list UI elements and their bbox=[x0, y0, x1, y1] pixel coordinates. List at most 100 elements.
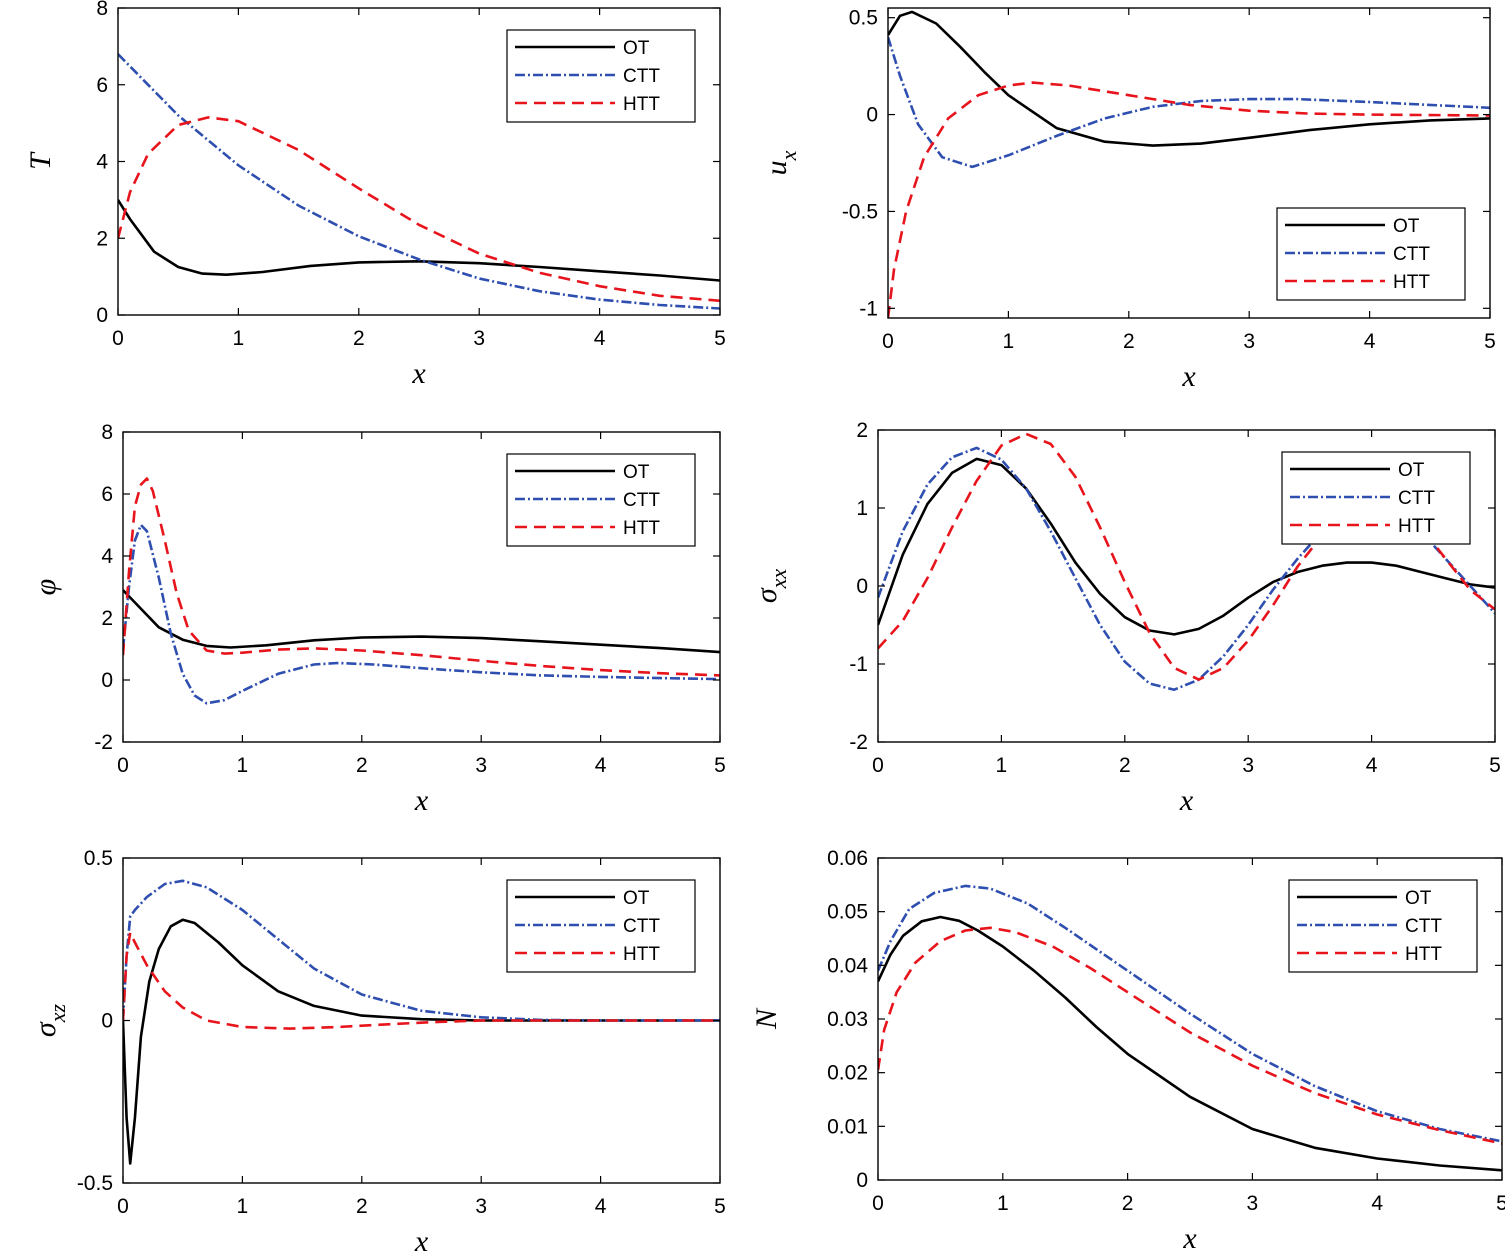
y-tick-label: 2 bbox=[101, 607, 113, 630]
y-tick-label: -2 bbox=[94, 731, 113, 754]
y-tick-label: 0.5 bbox=[84, 847, 113, 870]
y-tick-label: -2 bbox=[849, 731, 868, 754]
legend-label-OT: OT bbox=[623, 888, 650, 909]
x-tick-label: 1 bbox=[1003, 330, 1015, 353]
x-tick-label: 1 bbox=[233, 327, 245, 350]
y-tick-label: 4 bbox=[101, 545, 113, 568]
y-tick-label: -0.5 bbox=[842, 200, 878, 223]
legend-label-OT: OT bbox=[1398, 460, 1425, 481]
y-tick-label: 0.02 bbox=[827, 1062, 868, 1085]
subplot-T: 0 1 2 3 4 5 0 2 4 6 8 x T OT CTT HTT bbox=[24, 0, 726, 390]
series-N-HTT bbox=[878, 926, 1502, 1145]
x-tick-label: 3 bbox=[1242, 754, 1254, 777]
legend-label-HTT: HTT bbox=[623, 518, 660, 539]
x-tick-label: 2 bbox=[1123, 330, 1135, 353]
x-tick-label: 4 bbox=[594, 327, 606, 350]
series-phi-OT bbox=[123, 589, 720, 654]
x-tick-label: 1 bbox=[237, 754, 249, 777]
x-tick-label: 5 bbox=[1489, 754, 1501, 777]
x-tick-label: 0 bbox=[117, 1195, 129, 1218]
y-tick-label: 0.03 bbox=[827, 1008, 868, 1031]
subplot-u_x: 0 1 2 3 4 5 -1 -0.5 0 0.5 x ux OT CTT HTT bbox=[760, 7, 1496, 393]
series-phi-HTT bbox=[123, 477, 720, 677]
series-u_x-OT bbox=[888, 10, 1490, 147]
legend-label-HTT: HTT bbox=[1393, 272, 1430, 293]
series-T-HTT bbox=[118, 116, 720, 303]
series-T-CTT bbox=[118, 53, 720, 310]
x-tick-label: 4 bbox=[595, 754, 607, 777]
plot-frame bbox=[122, 431, 721, 743]
legend: OT CTT HTT bbox=[506, 879, 696, 973]
y-tick-label: 6 bbox=[101, 483, 113, 506]
x-tick-label: 3 bbox=[1247, 1192, 1259, 1215]
x-tick-label: 2 bbox=[353, 327, 365, 350]
legend-label-CTT: CTT bbox=[1405, 916, 1442, 937]
x-tick-label: 4 bbox=[1364, 330, 1376, 353]
x-tick-label: 2 bbox=[356, 1195, 368, 1218]
series-u_x-CTT bbox=[888, 36, 1490, 169]
y-tick-label: 0 bbox=[96, 304, 108, 327]
y-axis-label: σxz bbox=[29, 1004, 70, 1038]
x-tick-label: 0 bbox=[882, 330, 894, 353]
y-axis-label: N bbox=[750, 1007, 783, 1030]
x-tick-label: 1 bbox=[237, 1195, 249, 1218]
y-tick-label: 4 bbox=[96, 151, 108, 174]
subplot-sigma_xx: 0 1 2 3 4 5 -2 -1 0 1 2 x σxx OT CTT HTT bbox=[750, 419, 1501, 817]
legend-label-CTT: CTT bbox=[623, 916, 660, 937]
y-tick-label: 1 bbox=[856, 497, 868, 520]
x-axis-label: x bbox=[414, 784, 429, 817]
y-tick-label: 0 bbox=[856, 1169, 868, 1192]
x-tick-label: 3 bbox=[475, 1195, 487, 1218]
y-axis-label: σxx bbox=[750, 569, 791, 604]
legend-label-CTT: CTT bbox=[623, 66, 660, 87]
x-tick-label: 0 bbox=[117, 754, 129, 777]
legend-label-HTT: HTT bbox=[623, 94, 660, 115]
legend-label-OT: OT bbox=[623, 38, 650, 59]
x-axis-label: x bbox=[1179, 784, 1194, 817]
x-axis-label: x bbox=[1182, 1222, 1197, 1253]
legend-label-HTT: HTT bbox=[623, 944, 660, 965]
y-tick-label: 6 bbox=[96, 74, 108, 97]
series-sigma_xz-CTT bbox=[123, 879, 720, 1022]
series-sigma_xx-CTT bbox=[878, 446, 1495, 691]
y-tick-label: 0 bbox=[101, 669, 113, 692]
legend: OT CTT HTT bbox=[1281, 451, 1471, 545]
y-axis-label: ux bbox=[760, 150, 801, 175]
legend-label-OT: OT bbox=[1393, 216, 1420, 237]
y-tick-label: 0.06 bbox=[827, 847, 868, 870]
legend: OT CTT HTT bbox=[506, 29, 696, 123]
x-tick-label: 2 bbox=[1122, 1192, 1134, 1215]
x-tick-label: 1 bbox=[997, 1192, 1009, 1215]
legend-label-HTT: HTT bbox=[1405, 944, 1442, 965]
legend: OT CTT HTT bbox=[1276, 207, 1466, 301]
x-tick-label: 2 bbox=[356, 754, 368, 777]
y-tick-label: -1 bbox=[849, 653, 868, 676]
x-tick-label: 5 bbox=[714, 1195, 726, 1218]
legend: OT CTT HTT bbox=[1288, 879, 1478, 973]
series-N-CTT bbox=[878, 884, 1502, 1143]
x-tick-label: 2 bbox=[1119, 754, 1131, 777]
x-tick-label: 5 bbox=[714, 327, 726, 350]
series-N-OT bbox=[878, 915, 1502, 1172]
x-tick-label: 1 bbox=[996, 754, 1008, 777]
plot-frame bbox=[887, 7, 1491, 319]
series-sigma_xx-OT bbox=[878, 457, 1495, 636]
x-tick-label: 0 bbox=[112, 327, 124, 350]
legend-label-HTT: HTT bbox=[1398, 516, 1435, 537]
series-sigma_xz-HTT bbox=[123, 931, 720, 1030]
x-tick-label: 5 bbox=[1484, 330, 1496, 353]
x-tick-label: 3 bbox=[473, 327, 485, 350]
x-axis-label: x bbox=[411, 357, 426, 390]
series-u_x-HTT bbox=[888, 81, 1490, 318]
y-tick-label: 0.04 bbox=[827, 954, 868, 977]
x-tick-label: 4 bbox=[1366, 754, 1378, 777]
x-tick-label: 3 bbox=[475, 754, 487, 777]
series-phi-CTT bbox=[123, 523, 720, 705]
y-axis-label: T bbox=[24, 151, 57, 170]
y-tick-label: 8 bbox=[101, 421, 113, 444]
y-tick-label: 2 bbox=[856, 419, 868, 442]
series-sigma_xz-OT bbox=[123, 918, 720, 1165]
x-tick-label: 4 bbox=[595, 1195, 607, 1218]
